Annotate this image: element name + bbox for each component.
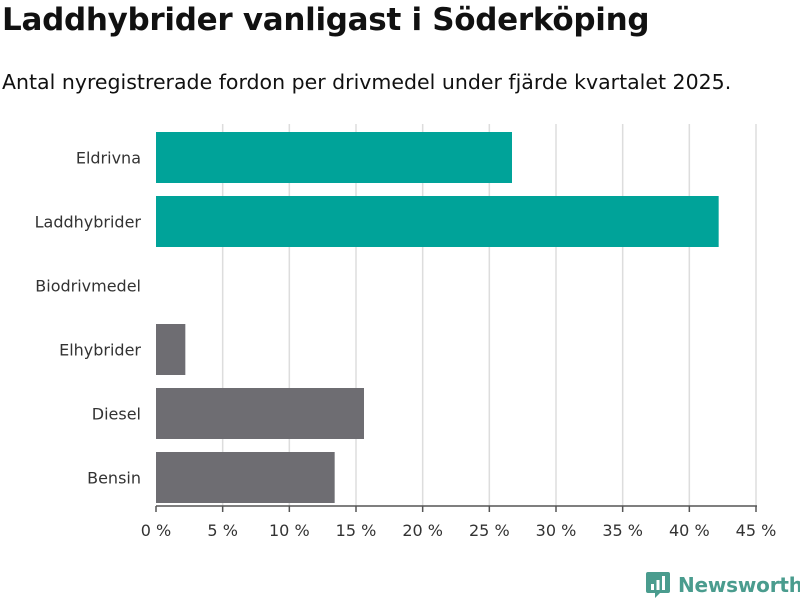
category-label: Elhybrider	[59, 341, 141, 360]
x-tick-label: 0 %	[141, 521, 171, 540]
x-tick-label: 30 %	[536, 521, 577, 540]
category-labels: Eldrivna Laddhybrider Biodrivmedel Elhybrid…	[35, 149, 142, 488]
bar-eldrivna	[156, 132, 512, 183]
chart-subtitle: Antal nyregistrerade fordon per drivmede…	[2, 70, 732, 94]
category-label: Laddhybrider	[35, 213, 142, 232]
bars	[156, 132, 719, 503]
chart-title: Laddhybrider vanligast i Söderköping	[2, 2, 650, 38]
newsworthy-logo-icon	[646, 572, 670, 598]
category-label: Biodrivmedel	[35, 277, 141, 296]
category-label: Bensin	[87, 469, 141, 488]
bar-elhybrider	[156, 324, 186, 375]
x-tick-label: 15 %	[336, 521, 377, 540]
x-tick-label: 20 %	[402, 521, 443, 540]
bar-laddhybrider	[156, 196, 719, 247]
grid-lines	[221, 124, 757, 506]
bar-diesel	[156, 388, 364, 439]
bar-bensin	[156, 452, 335, 503]
x-tick-label: 40 %	[669, 521, 710, 540]
x-tick-label: 45 %	[736, 521, 777, 540]
x-tick-label: 25 %	[469, 521, 510, 540]
brand-name: Newsworthy	[678, 573, 800, 597]
x-tick-label: 5 %	[207, 521, 237, 540]
x-axis: 0 % 5 % 10 % 15 % 20 % 25 % 30 % 35 % 40 % 45 %	[141, 505, 777, 540]
category-label: Eldrivna	[76, 149, 141, 168]
category-label: Diesel	[92, 405, 141, 424]
x-tick-label: 10 %	[269, 521, 310, 540]
newsworthy-logo: Newsworthy	[645, 570, 800, 600]
x-tick-label: 35 %	[602, 521, 643, 540]
